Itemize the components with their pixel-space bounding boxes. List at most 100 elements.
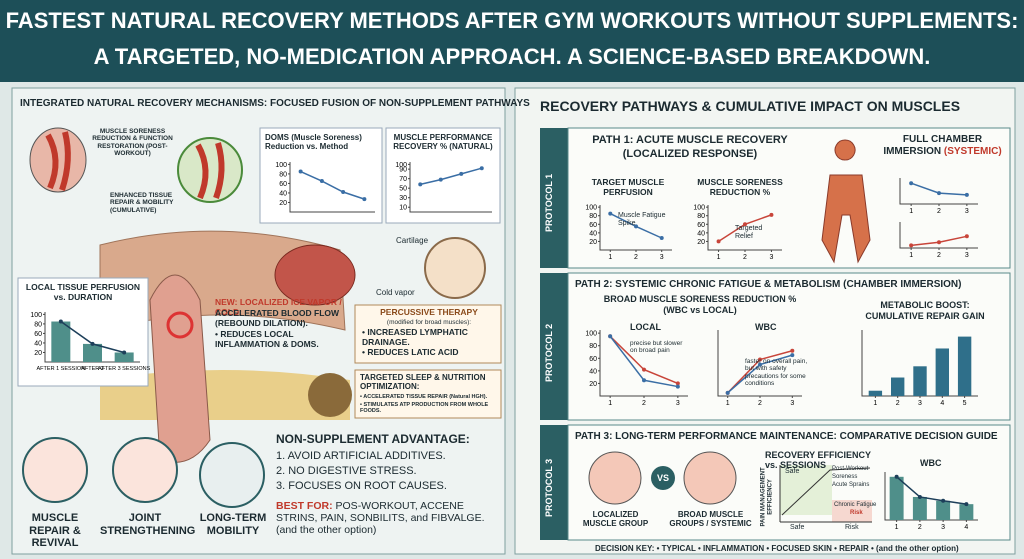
icon-label: JOINT STRENGTHENING	[100, 512, 196, 537]
icon-circle	[112, 437, 178, 503]
data-point	[608, 211, 613, 216]
group-label: LOCALIZED MUSCLE GROUP	[582, 510, 649, 529]
protocol-strip	[540, 425, 568, 540]
data-point	[642, 378, 646, 383]
group-label: BROAD MUSCLE GROUPS / SYSTEMIC	[669, 510, 752, 529]
axis-label: PAIN MANAGEMENT EFFICIENCY	[760, 467, 774, 527]
y-tick-label: 40	[697, 230, 705, 237]
y-tick-label: 50	[399, 186, 407, 193]
text-box	[354, 369, 502, 419]
protocol-label: PROTOCOL 3	[544, 458, 554, 517]
annotation: precise but slower on broad pain	[630, 340, 683, 355]
data-point	[438, 177, 443, 182]
data-point	[90, 341, 95, 346]
callout: Cartilage	[396, 236, 429, 245]
data-point	[298, 169, 303, 174]
bar	[891, 377, 905, 396]
immersion-title: FULL CHAMBER IMMERSION (SYSTEMIC)	[880, 134, 1005, 157]
data-point	[122, 350, 127, 355]
chart-box	[259, 127, 383, 224]
bar	[889, 476, 904, 520]
data-point	[608, 334, 613, 339]
axis	[289, 162, 375, 213]
protocol-strip	[540, 128, 568, 268]
x-tick-label: 2	[758, 400, 762, 407]
advantage-item: 3. FOCUSES ON ROOT CAUSES.	[276, 480, 447, 492]
chart-title: MUSCLE SORENESS REDUCTION %	[697, 177, 783, 197]
box-line: • INCREASED LYMPHATIC DRAINAGE.	[362, 327, 468, 347]
y-tick-label: 20	[589, 381, 597, 388]
box-line: • STIMULATES ATP PRODUCTION FROM WHOLE F…	[360, 402, 489, 415]
bar	[83, 343, 102, 362]
best-for: BEST FOR: POS-WORKOUT, ACCENE STRINS, PA…	[276, 500, 501, 536]
chart-title: METABOLIC BOOST:	[880, 300, 970, 310]
y-tick-label: 80	[589, 213, 597, 220]
x-tick-label: 1	[873, 400, 877, 407]
y-tick-label: 30	[399, 195, 407, 202]
y-tick-label: 60	[279, 181, 287, 188]
bar	[114, 352, 134, 362]
x-tick-label: 3	[918, 400, 922, 407]
axis	[707, 205, 782, 251]
y-tick-label: 20	[589, 239, 597, 246]
x-tick-label: 3	[769, 254, 773, 261]
box-line: • REDUCES LOCAL INFLAMMATION & DOMS.	[215, 329, 319, 349]
data-point	[758, 357, 762, 362]
data-point	[964, 192, 969, 197]
data-point	[675, 381, 680, 386]
chart-title: LOCAL TISSUE PERFUSION vs. DURATION	[25, 282, 141, 302]
immersion-title-text: FULL CHAMBER IMMERSION	[883, 134, 983, 157]
data-point	[909, 181, 914, 186]
y-tick-label: 40	[279, 190, 287, 197]
vs-badge	[651, 466, 675, 490]
protocol-label: PROTOCOL 1	[544, 173, 554, 232]
group-icon	[588, 451, 642, 505]
data-point	[769, 212, 774, 217]
box-line: • ACCELERATED TISSUE REPAIR (Natural HGH…	[360, 394, 488, 400]
data-point	[634, 224, 638, 229]
data-point	[964, 502, 969, 507]
y-tick-label: 100	[693, 205, 705, 212]
x-tick-label: 1	[909, 252, 913, 259]
x-tick-label: AFTER 3 SESSIONS	[98, 366, 151, 372]
data-point	[58, 319, 63, 324]
muscle-cross-section	[274, 244, 356, 306]
series-line	[896, 476, 967, 505]
y-tick-label: 80	[697, 213, 705, 220]
bar	[912, 496, 927, 520]
data-point	[659, 236, 664, 240]
legend-item: Soreness	[832, 474, 858, 480]
path-title: PATH 2: SYSTEMIC CHRONIC FATIGUE & METAB…	[575, 279, 962, 290]
x-tick-label: 2	[896, 400, 900, 407]
y-tick-label: 40	[34, 340, 42, 347]
group-icon	[683, 451, 737, 505]
title: A TARGETED, NO-MEDICATION APPROACH. A SC…	[93, 44, 931, 69]
bar	[51, 321, 71, 362]
bar	[868, 390, 883, 396]
data-point	[894, 474, 899, 479]
chart-title: RECOVERY EFFICIENCY vs. SESSIONS	[765, 450, 871, 471]
chart-title: CUMULATIVE REPAIR GAIN	[865, 311, 985, 321]
y-tick-label: 100	[585, 331, 597, 338]
y-tick-label: 60	[589, 356, 597, 363]
x-tick-label: 2	[918, 524, 922, 531]
x-tick-label: 4	[940, 400, 944, 407]
data-point	[917, 494, 922, 499]
zone-label: Risk	[845, 524, 859, 531]
food-plate	[308, 373, 352, 417]
bar	[936, 500, 951, 520]
y-tick-label: 60	[697, 222, 705, 229]
y-tick-label: 40	[589, 368, 597, 375]
title: FASTEST NATURAL RECOVERY METHODS AFTER G…	[5, 8, 1019, 33]
annotation: Targeted Relief	[735, 225, 763, 241]
best-text: POS-WORKOUT, ACCENE STRINS, PAIN, SONBIL…	[276, 500, 485, 537]
axis	[899, 222, 978, 249]
x-tick-label: 3	[965, 252, 969, 259]
x-tick-label: 2	[937, 252, 941, 259]
series-line	[300, 170, 365, 200]
x-tick-label: 1	[726, 400, 730, 407]
series-line	[420, 167, 482, 186]
data-point	[716, 239, 721, 244]
protocol-row	[567, 127, 1011, 269]
